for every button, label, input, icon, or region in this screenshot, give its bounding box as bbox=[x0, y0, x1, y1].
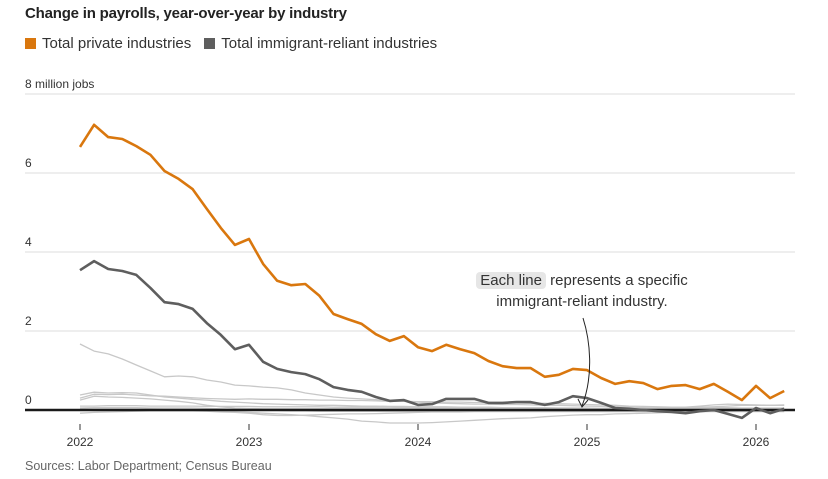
y-tick-label-2: 2 bbox=[25, 314, 32, 328]
industry-line-3 bbox=[79, 393, 785, 409]
x-tick-label-2023: 2023 bbox=[236, 435, 263, 449]
annotation-highlight: Each line bbox=[476, 272, 546, 289]
industry-line-5 bbox=[80, 405, 785, 410]
annotation-arrow bbox=[577, 317, 591, 408]
chart-title: Change in payrolls, year-over-year by in… bbox=[25, 5, 347, 22]
x-tick-label-2025: 2025 bbox=[574, 435, 601, 449]
x-tick-label-2026: 2026 bbox=[743, 435, 770, 449]
arrow-path bbox=[581, 317, 591, 407]
source-note: Sources: Labor Department; Census Bureau bbox=[25, 459, 272, 473]
legend-item-immigrant: Total immigrant-reliant industries bbox=[204, 35, 437, 52]
legend-label-private: Total private industries bbox=[42, 35, 192, 52]
x-axis: 2022 2023 2024 2025 2026 bbox=[67, 424, 770, 449]
series-line-immigrant bbox=[79, 259, 785, 420]
y-axis-labels: 0 2 4 6 8 million jobs bbox=[25, 77, 94, 407]
y-tick-label-0: 0 bbox=[25, 393, 32, 407]
gridlines bbox=[25, 93, 795, 332]
annotation: Each line represents a specific immigran… bbox=[452, 270, 712, 312]
x-tick-label-2024: 2024 bbox=[405, 435, 432, 449]
arrow-head bbox=[577, 398, 589, 408]
legend-item-private: Total private industries bbox=[25, 35, 191, 52]
y-tick-label-4: 4 bbox=[25, 235, 32, 249]
legend-label-immigrant: Total immigrant-reliant industries bbox=[221, 35, 438, 52]
main-series-lines bbox=[78, 123, 785, 420]
y-tick-label-6: 6 bbox=[25, 156, 32, 170]
legend-swatch-private bbox=[25, 38, 36, 49]
annotation-line2: immigrant-reliant industry. bbox=[496, 293, 668, 310]
y-tick-label-8: 8 million jobs bbox=[25, 77, 94, 91]
chart-legend: Total private industries Total immigrant… bbox=[25, 35, 450, 52]
annotation-line1: represents a specific bbox=[550, 272, 688, 289]
legend-swatch-immigrant bbox=[204, 38, 216, 49]
x-tick-label-2022: 2022 bbox=[67, 435, 94, 449]
series-line-private bbox=[78, 123, 785, 402]
